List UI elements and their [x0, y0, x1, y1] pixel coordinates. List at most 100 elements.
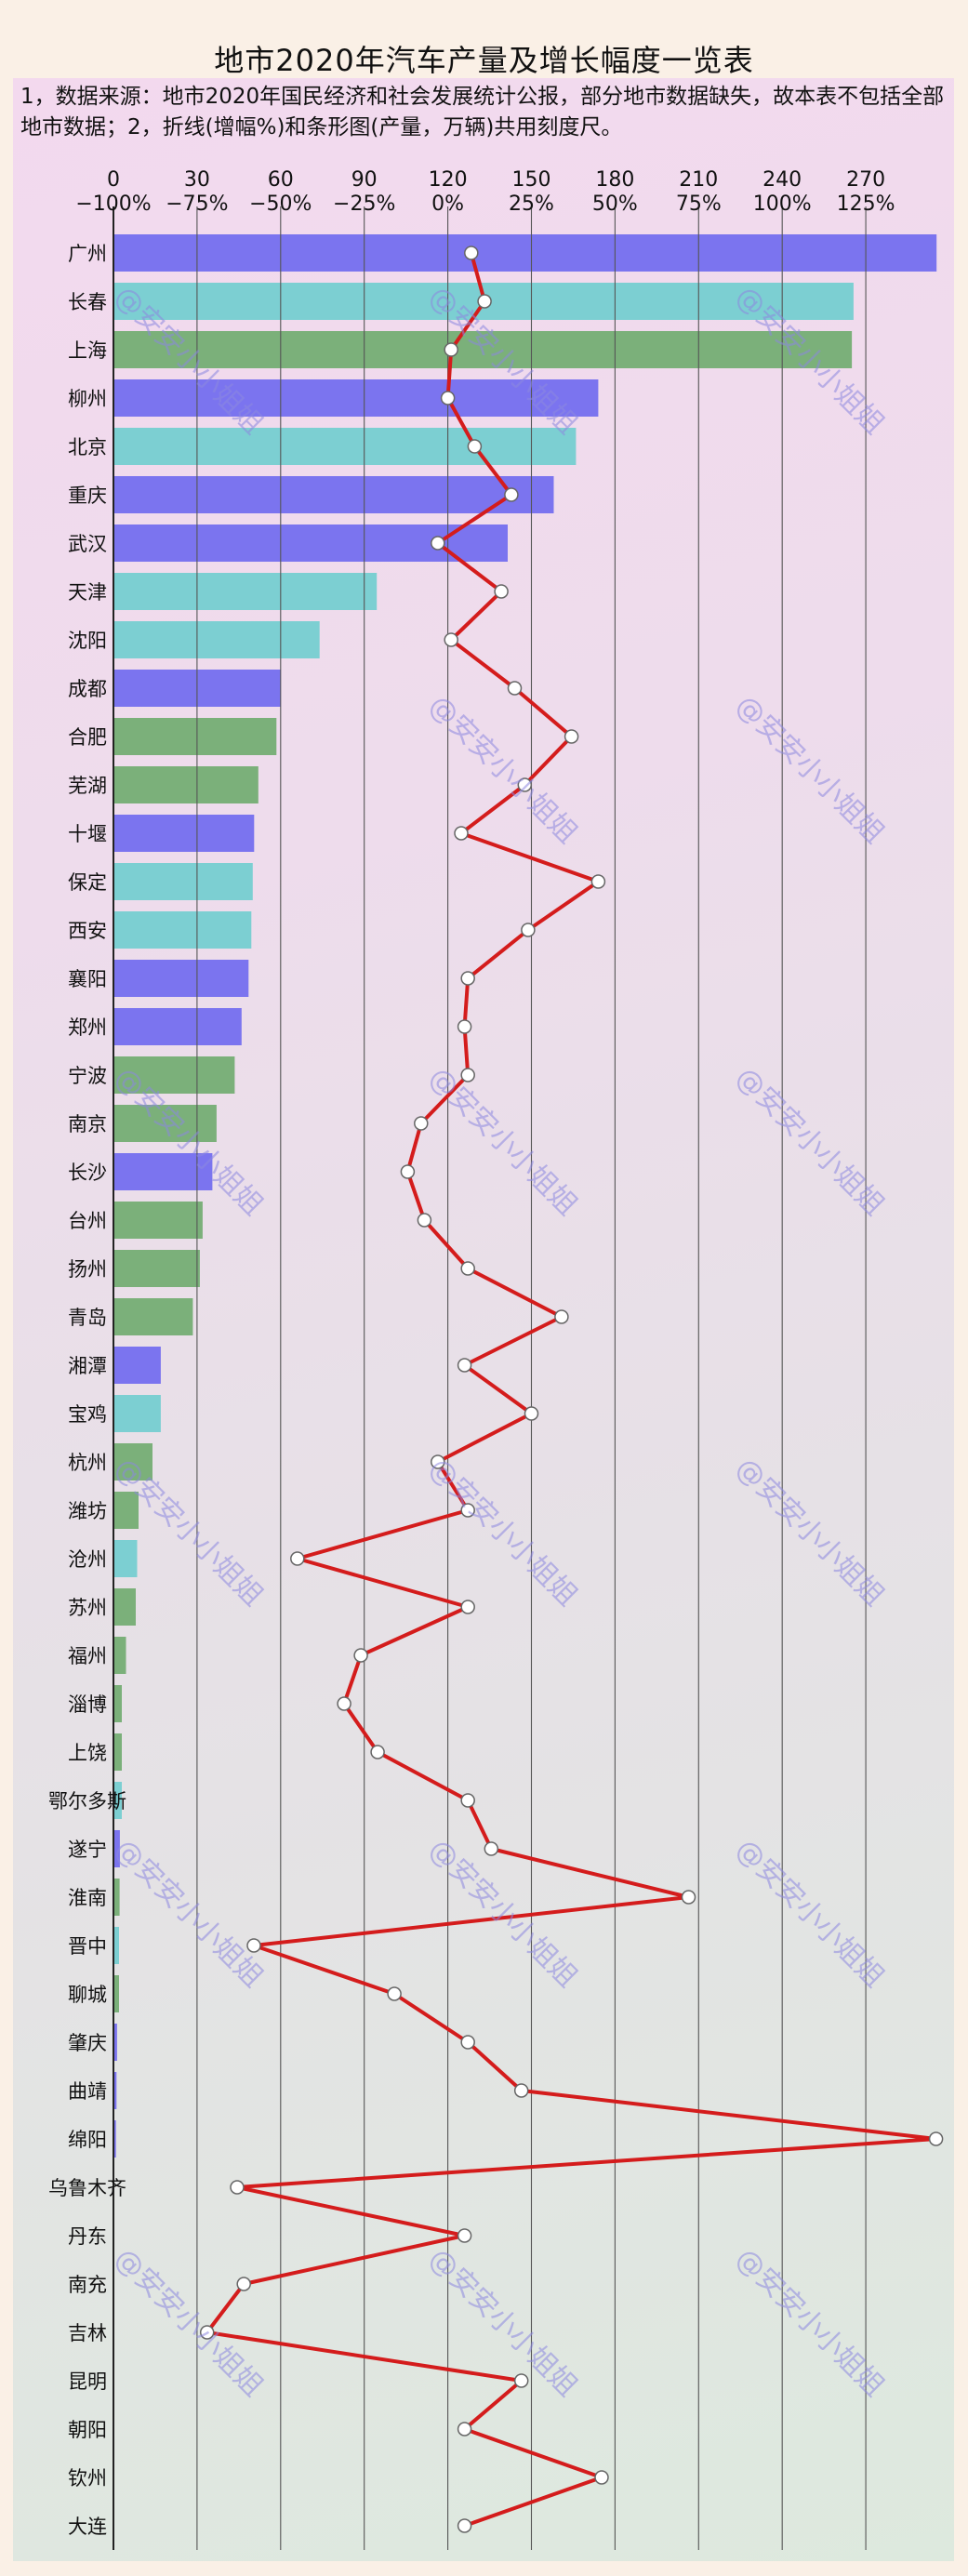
category-label-10: 合肥: [68, 726, 107, 749]
growth-point-44: [513, 2373, 529, 2388]
bar-3: [113, 379, 599, 417]
category-label-20: 台州: [68, 1210, 107, 1232]
bar-16: [113, 1008, 242, 1045]
category-label-28: 苏州: [68, 1597, 107, 1619]
growth-point-37: [460, 2035, 475, 2050]
growth-point-36: [387, 1986, 402, 2001]
growth-point-7: [494, 584, 509, 599]
growth-point-27: [290, 1551, 305, 1566]
category-label-39: 绵阳: [68, 2129, 107, 2151]
category-label-6: 武汉: [68, 533, 107, 555]
growth-point-4: [467, 439, 483, 454]
category-label-34: 淮南: [68, 1887, 107, 1909]
category-label-38: 曲靖: [68, 2080, 107, 2103]
tick-growth-0: −100%: [75, 193, 151, 216]
category-label-18: 南京: [68, 1113, 107, 1135]
category-label-0: 广州: [68, 243, 107, 265]
growth-line-layer: [199, 246, 944, 2533]
bar-7: [113, 573, 378, 610]
tick-production-3: 90: [351, 168, 378, 192]
category-label-41: 丹东: [68, 2225, 107, 2248]
bar-12: [113, 815, 255, 852]
growth-point-16: [457, 1019, 472, 1034]
tick-growth-4: 0%: [431, 193, 464, 216]
bar-34: [113, 1879, 120, 1916]
bar-13: [113, 863, 253, 900]
bar-24: [113, 1395, 161, 1432]
tick-growth-5: 25%: [509, 193, 554, 216]
growth-point-29: [353, 1648, 368, 1663]
growth-point-45: [457, 2422, 472, 2437]
category-label-23: 湘潭: [68, 1355, 107, 1377]
bar-28: [113, 1588, 136, 1626]
growth-point-5: [504, 487, 519, 502]
category-label-15: 襄阳: [68, 968, 107, 990]
category-label-30: 淄博: [68, 1693, 107, 1716]
growth-point-18: [414, 1116, 429, 1131]
category-label-12: 十堰: [68, 823, 107, 845]
chart-note: 1，数据来源：地市2020年国民经济和社会发展统计公报，部分地市数据缺失，故本表…: [20, 85, 945, 139]
bar-22: [113, 1298, 193, 1335]
bar-39: [113, 2120, 116, 2158]
category-label-1: 长春: [68, 291, 107, 313]
growth-point-33: [484, 1841, 499, 1856]
tick-production-7: 210: [679, 168, 718, 192]
category-label-44: 昆明: [68, 2370, 107, 2393]
category-label-2: 上海: [68, 339, 107, 362]
growth-point-10: [564, 729, 579, 744]
bar-27: [113, 1540, 138, 1577]
bars-layer: [113, 234, 937, 2158]
bar-14: [113, 911, 252, 949]
watermark-3: @安安小小姐姐: [422, 689, 583, 850]
tick-growth-6: 50%: [592, 193, 638, 216]
category-label-21: 扬州: [68, 1258, 107, 1281]
bar-20: [113, 1202, 203, 1239]
category-label-43: 吉林: [68, 2322, 107, 2344]
category-label-7: 天津: [68, 581, 107, 604]
growth-point-3: [440, 391, 456, 405]
bar-32: [113, 1782, 122, 1819]
bar-38: [113, 2072, 117, 2109]
tick-production-0: 0: [107, 168, 120, 192]
category-label-22: 青岛: [68, 1307, 107, 1329]
bar-4: [113, 428, 577, 465]
growth-point-34: [681, 1890, 696, 1905]
bar-25: [113, 1443, 152, 1481]
bar-33: [113, 1830, 120, 1867]
growth-point-38: [513, 2083, 529, 2098]
growth-point-35: [246, 1938, 261, 1953]
growth-point-21: [460, 1261, 475, 1276]
growth-point-20: [417, 1213, 432, 1228]
growth-point-14: [521, 923, 536, 937]
tick-production-4: 120: [429, 168, 468, 192]
bar-30: [113, 1685, 122, 1722]
growth-point-31: [370, 1745, 385, 1759]
growth-point-1: [477, 294, 492, 309]
growth-point-15: [460, 971, 475, 986]
bar-37: [113, 2024, 117, 2061]
category-label-47: 大连: [68, 2516, 107, 2538]
bar-17: [113, 1056, 235, 1094]
category-label-45: 朝阳: [68, 2419, 107, 2441]
category-label-8: 沈阳: [68, 630, 107, 652]
growth-point-24: [524, 1406, 539, 1421]
category-label-24: 宝鸡: [68, 1403, 107, 1426]
category-label-33: 遂宁: [68, 1839, 107, 1861]
tick-production-5: 150: [511, 168, 550, 192]
watermark-12: @安安小小姐姐: [422, 1833, 583, 1994]
growth-point-46: [594, 2470, 609, 2485]
growth-point-17: [460, 1068, 475, 1082]
growth-point-26: [460, 1503, 475, 1518]
bar-26: [113, 1492, 139, 1529]
tick-production-6: 180: [595, 168, 634, 192]
bar-35: [113, 1927, 119, 1964]
growth-point-19: [400, 1164, 416, 1179]
bar-11: [113, 766, 259, 803]
watermark-11: @安安小小姐姐: [108, 1833, 269, 1994]
tick-production-9: 270: [846, 168, 885, 192]
growth-point-41: [457, 2228, 472, 2243]
tick-growth-9: 125%: [837, 193, 895, 216]
bar-8: [113, 621, 320, 658]
